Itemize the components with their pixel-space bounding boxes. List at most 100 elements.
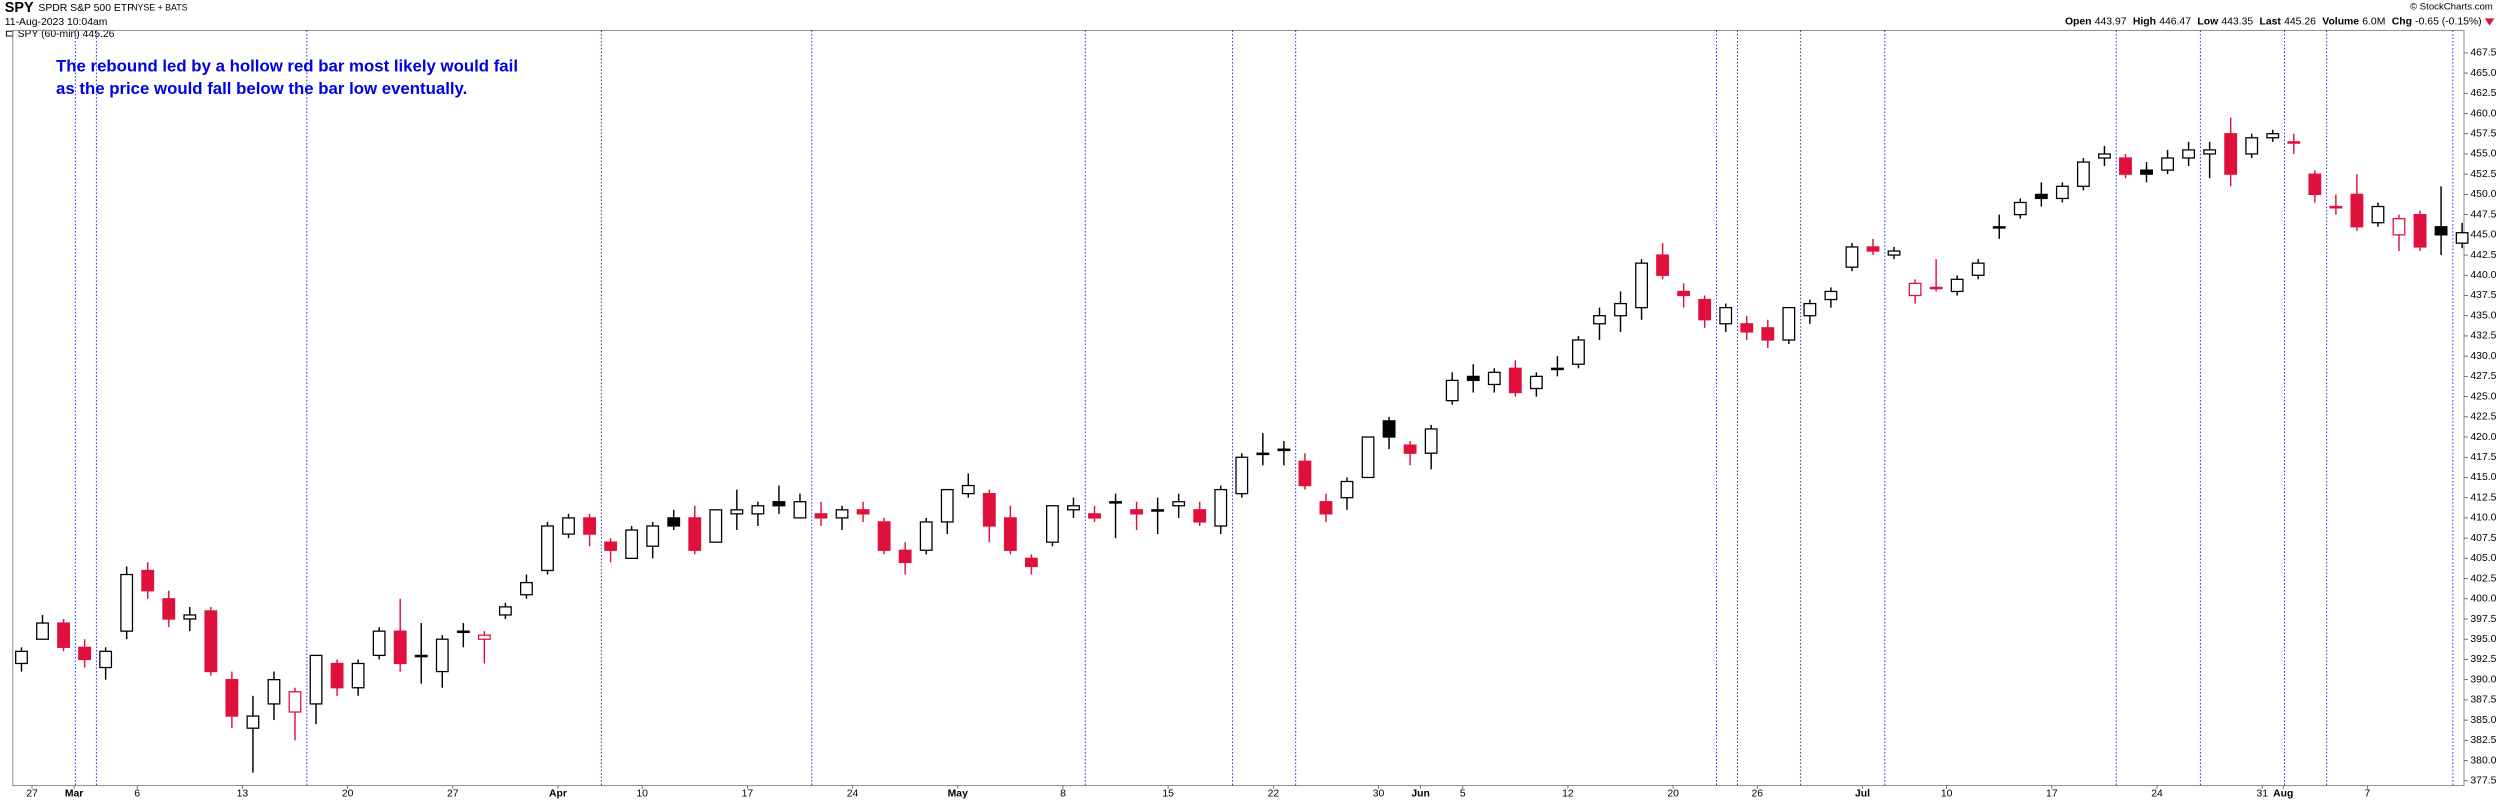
candle-body xyxy=(1845,246,1859,268)
x-tick-label: 5 xyxy=(1460,788,1466,799)
candle-body xyxy=(1803,302,1817,317)
candle-body xyxy=(1866,246,1880,252)
candle-body xyxy=(1298,460,1312,487)
candle-body xyxy=(309,654,323,705)
y-tick-label: 415.0 xyxy=(2470,472,2496,483)
candle-body xyxy=(1529,375,1543,390)
y-tick-label: 467.5 xyxy=(2470,48,2496,59)
y-tick-label: 465.0 xyxy=(2470,68,2496,79)
y-tick-label: 410.0 xyxy=(2470,513,2496,524)
candle-body xyxy=(1719,306,1733,325)
candle-body xyxy=(877,521,891,551)
y-tick-label: 417.5 xyxy=(2470,452,2496,463)
y-tick-label: 402.5 xyxy=(2470,573,2496,584)
candle-body xyxy=(730,509,744,515)
stat-label: High xyxy=(2133,16,2156,27)
y-tick-label: 437.5 xyxy=(2470,290,2496,301)
x-tick-label: 20 xyxy=(342,788,354,799)
x-tick-label: 8 xyxy=(1060,788,1066,799)
candle-body xyxy=(1319,501,1333,515)
candle-body xyxy=(1193,509,1207,523)
candle-body xyxy=(1256,452,1270,456)
y-tick-label: 420.0 xyxy=(2470,432,2496,443)
y-tick-label: 432.5 xyxy=(2470,331,2496,342)
candle-body xyxy=(57,622,70,648)
candle-body xyxy=(1929,286,1943,290)
candle-body xyxy=(1550,367,1564,371)
y-tick-label: 405.0 xyxy=(2470,553,2496,564)
candle-body xyxy=(1277,448,1291,452)
candle-body xyxy=(982,493,996,527)
y-tick-label: 387.5 xyxy=(2470,695,2496,706)
candle-body xyxy=(1340,480,1354,499)
chart-subtitle: SPDR S&P 500 ETF xyxy=(38,3,133,14)
candle-body xyxy=(1424,428,1438,454)
candle-body xyxy=(961,484,975,495)
stat-value: 6.0M xyxy=(2362,16,2385,27)
candle-body xyxy=(751,505,765,515)
x-tick-label: Aug xyxy=(2273,788,2293,799)
plot-frame xyxy=(12,29,2465,787)
x-tick-label: Jun xyxy=(1411,788,1429,799)
y-tick-label: 385.0 xyxy=(2470,715,2496,726)
candle-body xyxy=(162,598,176,620)
candle-body xyxy=(2287,141,2301,144)
candle-body xyxy=(1614,302,1627,317)
candle-body xyxy=(2034,193,2048,200)
date: 11-Aug-2023 10:04am xyxy=(5,17,108,28)
candle-body xyxy=(1782,306,1796,341)
candle-body xyxy=(2076,161,2090,187)
y-tick-label: 460.0 xyxy=(2470,108,2496,119)
candle-body xyxy=(520,581,533,596)
candle-body xyxy=(435,638,449,673)
x-tick-label: 22 xyxy=(1268,788,1280,799)
y-tick-label: 395.0 xyxy=(2470,634,2496,645)
candle-body xyxy=(1572,339,1585,365)
x-tick-label: 13 xyxy=(237,788,249,799)
x-tick-label: May xyxy=(948,788,968,799)
x-tick-label: 24 xyxy=(2151,788,2163,799)
chart-title: SPY xyxy=(5,0,34,16)
candle-body xyxy=(1992,226,2006,229)
y-tick-label: 452.5 xyxy=(2470,169,2496,180)
x-tick-label: 27 xyxy=(26,788,38,799)
candle-body xyxy=(288,691,302,713)
candle-body xyxy=(183,614,197,620)
candle-body xyxy=(2434,226,2448,236)
candle-body xyxy=(498,606,512,616)
x-tick-label: Apr xyxy=(549,788,567,799)
candle-body xyxy=(1971,262,1985,276)
candle-body xyxy=(1235,456,1249,495)
candle-body xyxy=(1382,420,1396,438)
candle-body xyxy=(2055,185,2069,200)
x-tick-label: 12 xyxy=(1562,788,1574,799)
x-tick-label: 26 xyxy=(1751,788,1763,799)
x-tick-label: 27 xyxy=(447,788,459,799)
candle-body xyxy=(1109,501,1122,504)
x-tick-label: Mar xyxy=(65,788,83,799)
annotation: The rebound led by a hollow red bar most… xyxy=(56,57,518,76)
candle-body xyxy=(1403,444,1417,454)
legend-label: SPY (60-min) 445.26 xyxy=(18,29,115,40)
candle-body xyxy=(604,541,618,551)
y-tick-label: 422.5 xyxy=(2470,412,2496,423)
candle-body xyxy=(204,610,218,673)
candle-body xyxy=(793,501,807,519)
candle-body xyxy=(625,529,639,559)
stat-label: Open xyxy=(2065,16,2092,27)
stat-value: 443.35 xyxy=(2221,16,2253,27)
candle-body xyxy=(120,573,134,632)
candle-body xyxy=(1046,505,1059,543)
candle-body xyxy=(351,662,365,689)
candle-body xyxy=(393,630,407,665)
candle-body xyxy=(2266,133,2280,139)
candle-body xyxy=(15,650,28,665)
y-tick-label: 450.0 xyxy=(2470,189,2496,200)
candle-body xyxy=(2203,149,2217,155)
candle-body xyxy=(2329,205,2343,209)
stat-value: 443.97 xyxy=(2095,16,2127,27)
candle-body xyxy=(1887,250,1901,256)
candle-body xyxy=(225,679,239,717)
candle-body xyxy=(78,646,92,661)
